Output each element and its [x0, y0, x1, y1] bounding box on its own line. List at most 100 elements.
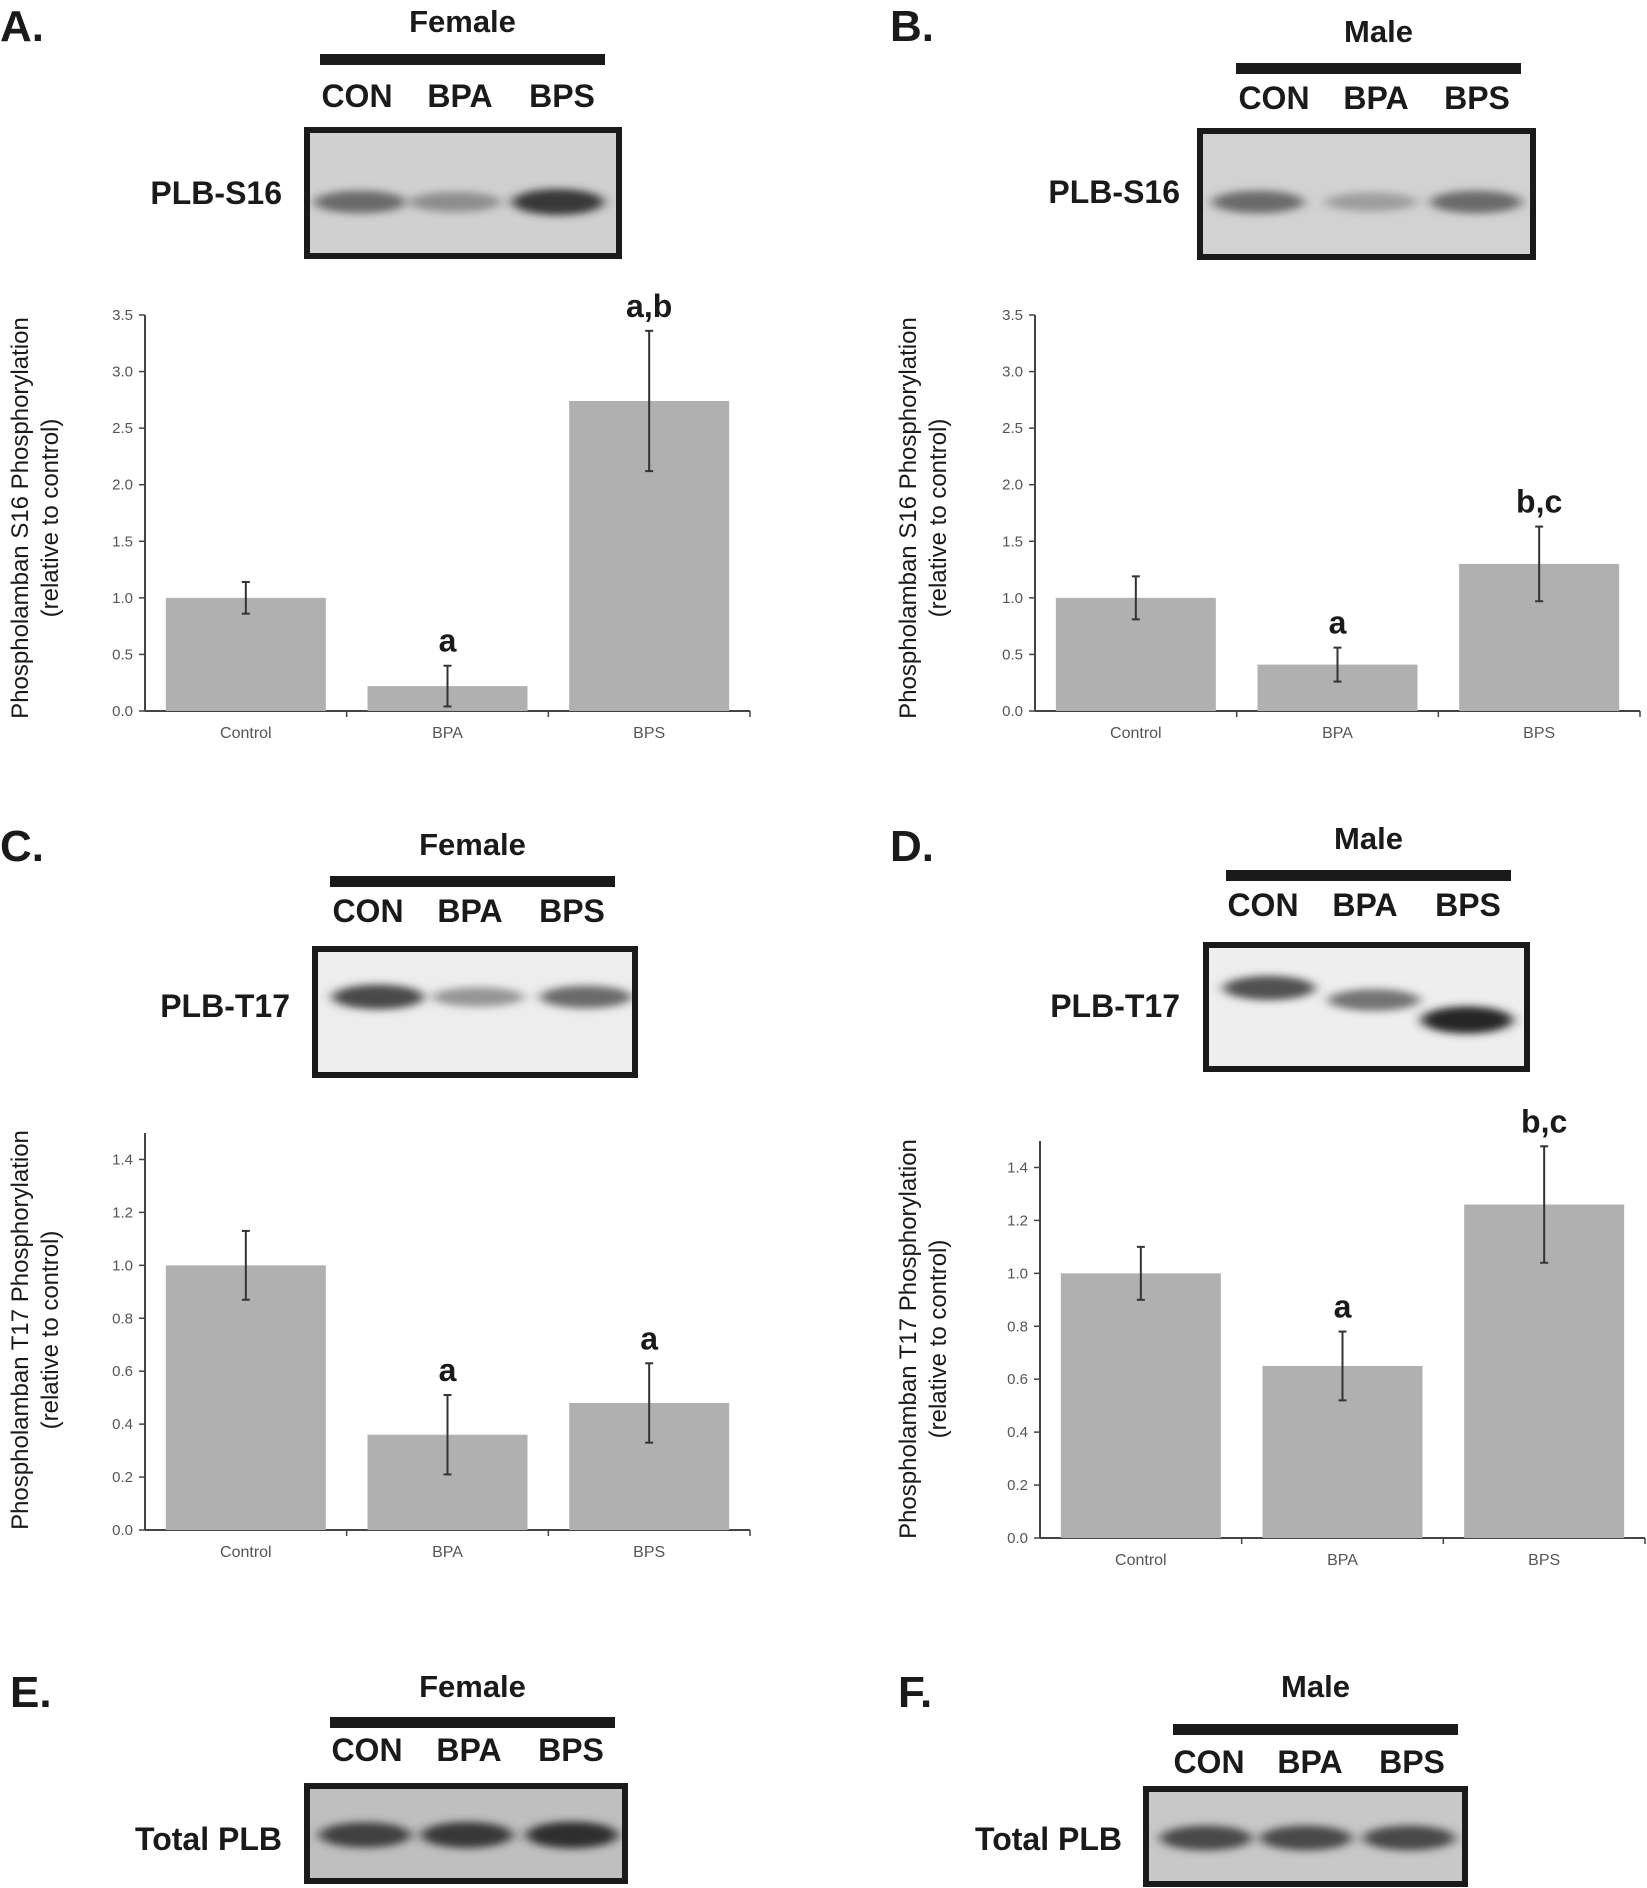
y-tick-label: 2.0 [1002, 477, 1023, 494]
bar-control [1060, 1273, 1221, 1538]
western-blot-a [304, 127, 622, 259]
lane-label-b-0: CON [1238, 80, 1310, 116]
significance-label: a [640, 1320, 658, 1356]
y-tick-label: 1.2 [112, 1204, 133, 1221]
chart-a: 0.0 0.5 1.0 1.5 2.0 2.5 3.0 3.5 Control a BPA a,b BP… [7, 288, 751, 742]
category-label: BPA [1322, 725, 1353, 742]
y-tick-label: 0.2 [112, 1469, 133, 1486]
y-tick-label: 0.8 [1007, 1318, 1028, 1335]
y-tick-label: 0.8 [112, 1310, 133, 1327]
blot-band-2 [1430, 190, 1522, 214]
lane-label-a-2: BPS [529, 78, 595, 114]
category-label: Control [1110, 725, 1162, 742]
lane-label-b-1: BPA [1343, 80, 1409, 116]
blot-band-2 [526, 1821, 618, 1849]
lane-label-e-1: BPA [436, 1732, 502, 1768]
lane-label-c-0: CON [332, 893, 404, 929]
significance-label: a,b [626, 288, 672, 324]
lane-label-d-1: BPA [1332, 887, 1398, 923]
group-bar-c [330, 876, 615, 887]
western-blot-d [1203, 942, 1530, 1072]
blot-band-2 [512, 188, 604, 216]
category-label: Control [220, 1544, 272, 1561]
blot-background [318, 952, 632, 1072]
blot-band-1 [432, 987, 524, 1007]
y-tick-label: 1.4 [112, 1151, 133, 1168]
y-tick-label: 0.0 [1007, 1530, 1028, 1547]
y-axis-label: Phospholamban S16 Phosphorylation [895, 317, 922, 719]
y-tick-label: 1.5 [112, 533, 133, 550]
lane-label-f-2: BPS [1379, 1744, 1445, 1780]
blot-band-2 [540, 985, 632, 1009]
group-bar-a [320, 54, 605, 65]
lane-label-a-0: CON [321, 78, 393, 114]
panel-letter-f: F. [898, 1668, 933, 1717]
y-tick-label: 2.5 [1002, 420, 1023, 437]
group-title-e: Female [419, 1669, 526, 1704]
significance-label: a [439, 1352, 457, 1388]
y-tick-label: 3.5 [112, 307, 133, 324]
category-label: BPS [633, 1544, 665, 1561]
y-tick-label: 3.0 [112, 364, 133, 381]
chart-b: 0.0 0.5 1.0 1.5 2.0 2.5 3.0 3.5 Control a BPA b,c BP… [895, 307, 1641, 742]
y-tick-label: 1.0 [1007, 1265, 1028, 1282]
category-label: BPA [432, 1544, 463, 1561]
group-bar-b [1236, 63, 1521, 74]
group-bar-f [1173, 1724, 1458, 1735]
blot-band-0 [319, 1822, 411, 1848]
category-label: BPA [1327, 1552, 1358, 1569]
group-bar-e [330, 1717, 615, 1728]
lane-label-a-1: BPA [427, 78, 493, 114]
blot-band-2 [1363, 1825, 1455, 1851]
y-tick-label: 0.0 [112, 703, 133, 720]
y-axis-label: Phospholamban T17 Phosphorylation [895, 1139, 922, 1539]
category-label: BPA [432, 725, 463, 742]
category-label: Control [220, 725, 272, 742]
y-tick-label: 1.0 [1002, 590, 1023, 607]
lane-label-c-2: BPS [539, 893, 605, 929]
blot-band-0 [314, 190, 406, 214]
blot-image-f [1149, 1792, 1462, 1881]
lane-label-d-0: CON [1227, 887, 1299, 923]
y-axis-sublabel: (relative to control) [37, 419, 64, 618]
group-bar-d [1226, 870, 1511, 881]
y-tick-label: 0.2 [1007, 1477, 1028, 1494]
category-label: BPS [633, 725, 665, 742]
blot-band-1 [1325, 192, 1417, 212]
y-axis-sublabel: (relative to control) [925, 1240, 952, 1439]
y-tick-label: 0.0 [1002, 703, 1023, 720]
blot-label-b: PLB-S16 [1048, 174, 1180, 210]
blot-label-f: Total PLB [975, 1821, 1122, 1857]
panel-letter-b: B. [890, 2, 934, 51]
y-axis-sublabel: (relative to control) [37, 1231, 64, 1430]
lane-label-e-0: CON [331, 1732, 403, 1768]
lane-label-d-2: BPS [1435, 887, 1501, 923]
group-title-a: Female [409, 4, 516, 39]
y-tick-label: 1.4 [1007, 1159, 1028, 1176]
y-tick-label: 2.0 [112, 477, 133, 494]
y-tick-label: 0.5 [1002, 646, 1023, 663]
blot-label-a: PLB-S16 [150, 175, 282, 211]
blot-image-a [310, 133, 616, 253]
panel-letter-a: A. [0, 2, 44, 51]
blot-band-0 [332, 984, 424, 1010]
category-label: Control [1115, 1552, 1167, 1569]
blot-band-0 [1160, 1825, 1252, 1851]
blot-label-c: PLB-T17 [160, 988, 290, 1024]
lane-label-b-2: BPS [1444, 80, 1510, 116]
blot-image-c [318, 952, 632, 1072]
y-tick-label: 1.5 [1002, 533, 1023, 550]
group-title-d: Male [1334, 821, 1403, 856]
blot-band-0 [1223, 975, 1315, 1001]
y-axis-label: Phospholamban S16 Phosphorylation [7, 317, 34, 719]
significance-label: b,c [1516, 484, 1562, 520]
y-tick-label: 0.6 [1007, 1371, 1028, 1388]
group-title-b: Male [1344, 14, 1413, 49]
group-title-f: Male [1281, 1669, 1350, 1704]
bar-control [165, 1265, 326, 1530]
y-tick-label: 0.0 [112, 1522, 133, 1539]
bar-control [165, 597, 326, 711]
blot-image-d [1209, 948, 1524, 1066]
category-label: BPS [1528, 1552, 1560, 1569]
